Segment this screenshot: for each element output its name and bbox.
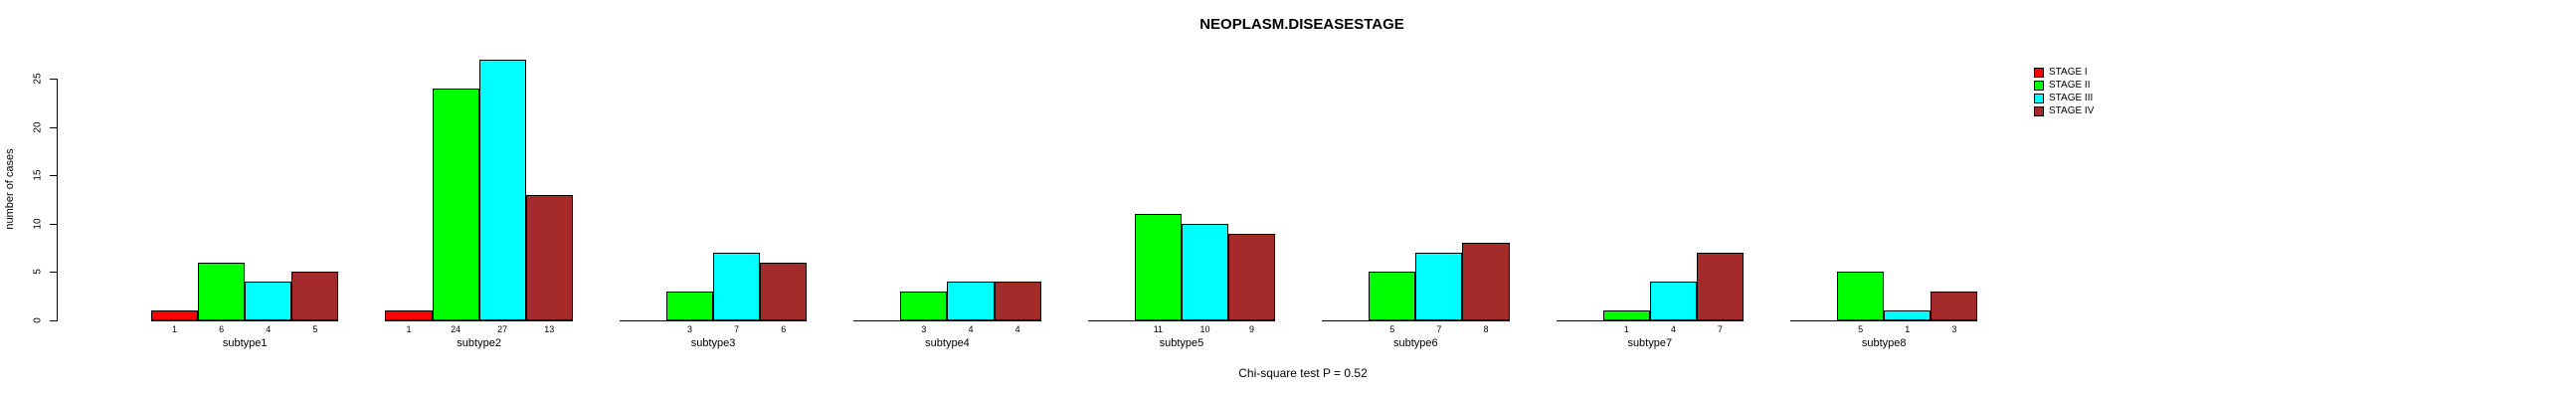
bar-value-label: 1 [1905, 324, 1911, 334]
chart-title: NEOPLASM.DISEASESTAGE [1199, 16, 1404, 33]
bar-value-label: 4 [1670, 324, 1676, 334]
group-baseline [853, 320, 1041, 321]
bar-value-label: 4 [968, 324, 974, 334]
bar-value-label: 6 [219, 324, 225, 334]
y-axis-tick-label: 10 [32, 218, 44, 230]
y-axis-tick [50, 223, 57, 225]
bar-stage-i-subtype2 [385, 310, 433, 320]
bar-value-label: 7 [734, 324, 740, 334]
legend-swatch-stage-ii [2034, 80, 2044, 91]
bar-stage-iv-subtype7 [1696, 253, 1744, 320]
bar-stage-ii-subtype4 [900, 292, 948, 320]
x-category-label-subtype5: subtype5 [1159, 337, 1204, 349]
group-baseline [1322, 320, 1510, 321]
bar-value-label: 3 [686, 324, 693, 334]
bar-stage-iii-subtype4 [947, 282, 995, 320]
bar-stage-iii-subtype5 [1181, 224, 1228, 320]
legend-item: STAGE IV [2034, 104, 2094, 117]
bar-value-label: 1 [406, 324, 412, 334]
bar-value-label: 24 [451, 324, 461, 334]
x-category-label-subtype8: subtype8 [1861, 337, 1907, 349]
bar-value-label: 3 [1951, 324, 1957, 334]
bar-stage-iii-subtype3 [713, 253, 761, 320]
bar-stage-ii-subtype6 [1369, 272, 1416, 320]
y-axis-tick [50, 320, 57, 321]
y-axis-tick-label: 5 [32, 269, 44, 276]
group-baseline [1790, 320, 1978, 321]
bar-stage-iii-subtype1 [245, 282, 292, 320]
legend: STAGE I STAGE II STAGE III STAGE IV [2034, 66, 2094, 117]
group-baseline [1556, 320, 1744, 321]
bar-stage-iii-subtype8 [1884, 310, 1932, 320]
legend-label: STAGE III [2049, 93, 2094, 103]
bar-value-label: 7 [1717, 324, 1723, 334]
bar-value-label: 5 [1389, 324, 1395, 334]
bar-stage-iii-subtype2 [478, 60, 526, 320]
y-axis-tick-label: 25 [32, 73, 44, 85]
group-baseline [1087, 320, 1276, 321]
legend-item: STAGE I [2034, 66, 2094, 79]
y-axis-tick [50, 272, 57, 274]
x-category-label-subtype3: subtype3 [690, 337, 736, 349]
y-axis-tick [50, 126, 57, 128]
bar-value-label: 5 [1858, 324, 1864, 334]
legend-swatch-stage-iii [2034, 93, 2044, 103]
bar-stage-iv-subtype5 [1228, 234, 1276, 320]
legend-label: STAGE II [2049, 80, 2091, 91]
bar-stage-iv-subtype8 [1931, 292, 1978, 320]
bar-value-label: 3 [921, 324, 927, 334]
x-category-label-subtype1: subtype1 [222, 337, 268, 349]
bar-value-label: 5 [312, 324, 318, 334]
group-baseline [385, 320, 573, 321]
bar-stage-ii-subtype1 [198, 263, 246, 320]
bar-value-label: 11 [1153, 324, 1164, 334]
bar-value-label: 1 [172, 324, 178, 334]
bar-value-label: 6 [781, 324, 787, 334]
bar-stage-iv-subtype2 [525, 195, 573, 320]
bar-stage-ii-subtype5 [1134, 214, 1182, 320]
bar-stage-ii-subtype8 [1837, 272, 1885, 320]
bar-value-label: 10 [1199, 324, 1210, 334]
legend-swatch-stage-iv [2034, 105, 2044, 116]
bar-value-label: 7 [1436, 324, 1442, 334]
y-axis-tick-label: 0 [32, 317, 44, 323]
bar-value-label: 9 [1249, 324, 1255, 334]
y-axis-tick [50, 79, 57, 81]
bar-stage-iii-subtype6 [1415, 253, 1463, 320]
legend-item: STAGE III [2034, 92, 2094, 104]
bar-value-label: 8 [1483, 324, 1489, 334]
x-category-label-subtype7: subtype7 [1627, 337, 1673, 349]
x-category-label-subtype4: subtype4 [925, 337, 970, 349]
bar-value-label: 1 [1623, 324, 1629, 334]
y-axis-tick [50, 175, 57, 177]
group-baseline [151, 320, 339, 321]
y-axis-tick-label: 15 [32, 169, 44, 181]
legend-item: STAGE II [2034, 79, 2094, 92]
legend-label: STAGE I [2049, 67, 2088, 78]
bar-value-label: 27 [497, 324, 508, 334]
bar-value-label: 13 [544, 324, 555, 334]
bar-stage-iv-subtype1 [291, 272, 339, 320]
y-axis-tick-label: 20 [32, 121, 44, 133]
bar-stage-iii-subtype7 [1649, 282, 1697, 320]
bar-stage-iv-subtype4 [994, 282, 1041, 320]
legend-label: STAGE IV [2049, 105, 2095, 116]
bar-stage-iv-subtype6 [1462, 243, 1510, 320]
chi-square-annotation: Chi-square test P = 0.52 [1238, 366, 1368, 380]
bar-stage-ii-subtype3 [665, 292, 714, 320]
x-category-label-subtype6: subtype6 [1393, 337, 1438, 349]
bar-stage-ii-subtype2 [432, 89, 479, 320]
y-axis-line [57, 79, 58, 321]
legend-swatch-stage-i [2034, 67, 2044, 78]
x-category-label-subtype2: subtype2 [457, 337, 501, 349]
bar-value-label: 4 [1014, 324, 1020, 334]
bar-stage-i-subtype1 [151, 310, 199, 320]
y-axis-label: number of cases [4, 148, 16, 230]
group-baseline [619, 320, 808, 321]
bar-stage-ii-subtype7 [1602, 310, 1650, 320]
bar-value-label: 4 [266, 324, 272, 334]
bar-stage-iv-subtype3 [760, 263, 808, 320]
